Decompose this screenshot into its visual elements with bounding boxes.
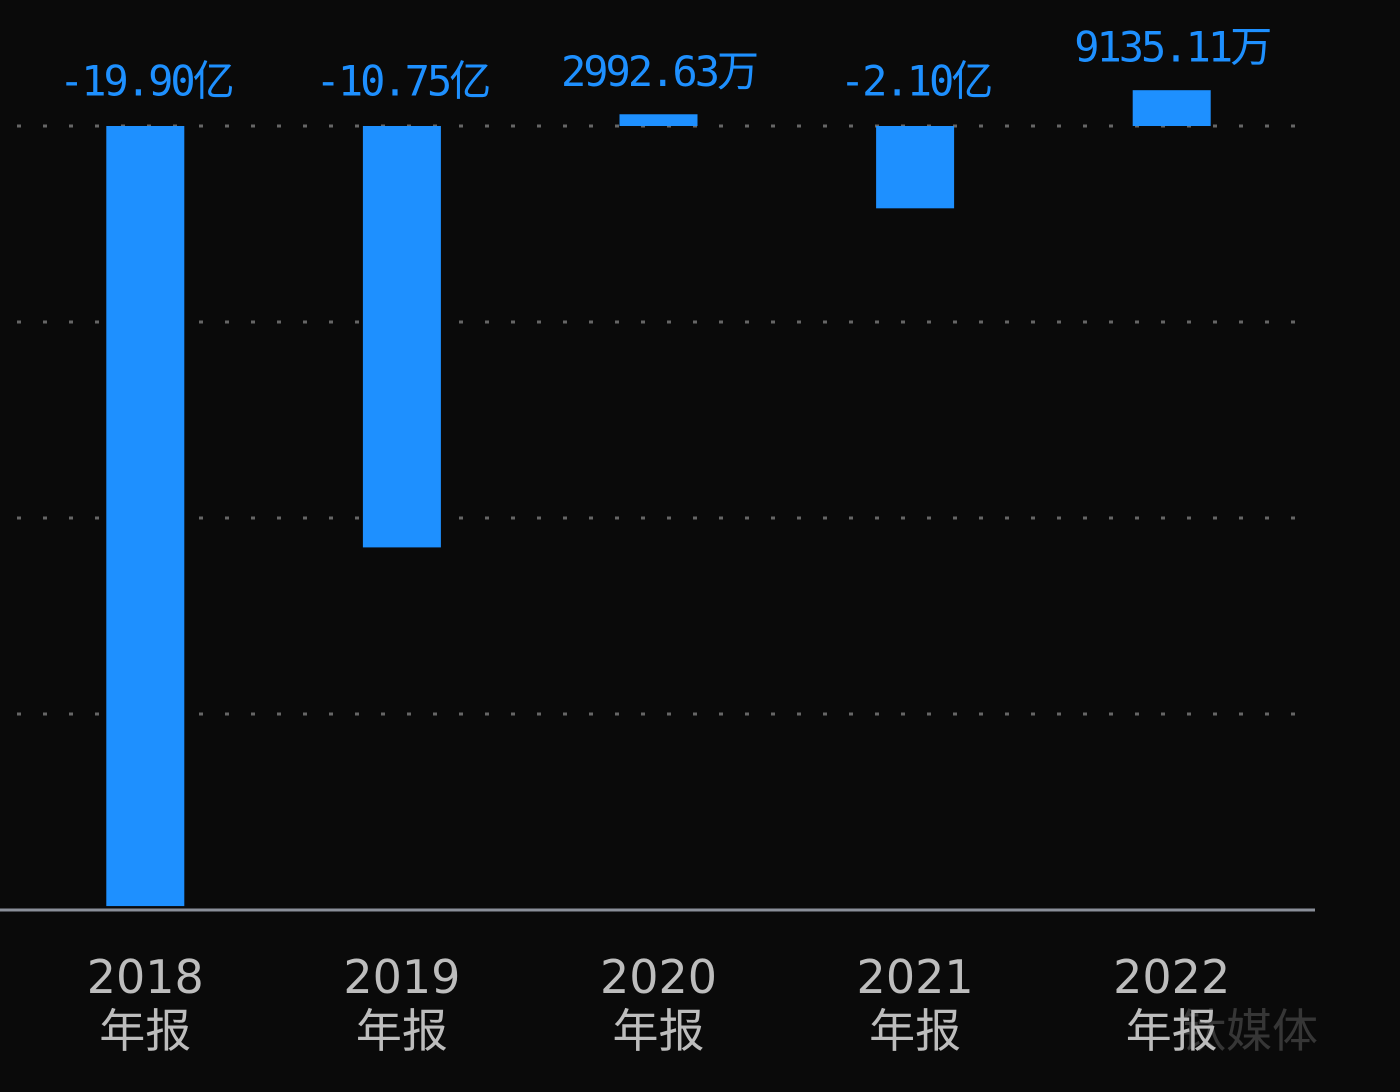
bar	[876, 126, 955, 209]
value-label: -2.10亿	[840, 57, 991, 106]
x-tick-label: 2019 年报	[343, 950, 461, 1058]
value-label: 9135.11万	[1074, 23, 1270, 72]
x-tick-label: 2018 年报	[86, 950, 204, 1058]
x-tick-label: 2022 年报	[1113, 950, 1231, 1058]
value-label: -10.75亿	[316, 57, 490, 106]
watermark: 钛媒体	[1180, 1004, 1318, 1058]
x-tick-label: 2021 年报	[856, 950, 974, 1058]
bar	[1132, 90, 1211, 126]
value-label: 2992.63万	[561, 47, 757, 96]
bar	[619, 114, 698, 126]
bar	[106, 126, 185, 907]
x-tick-label: 2020 年报	[599, 950, 718, 1058]
bar	[362, 126, 441, 548]
value-label: -19.90亿	[59, 57, 233, 106]
